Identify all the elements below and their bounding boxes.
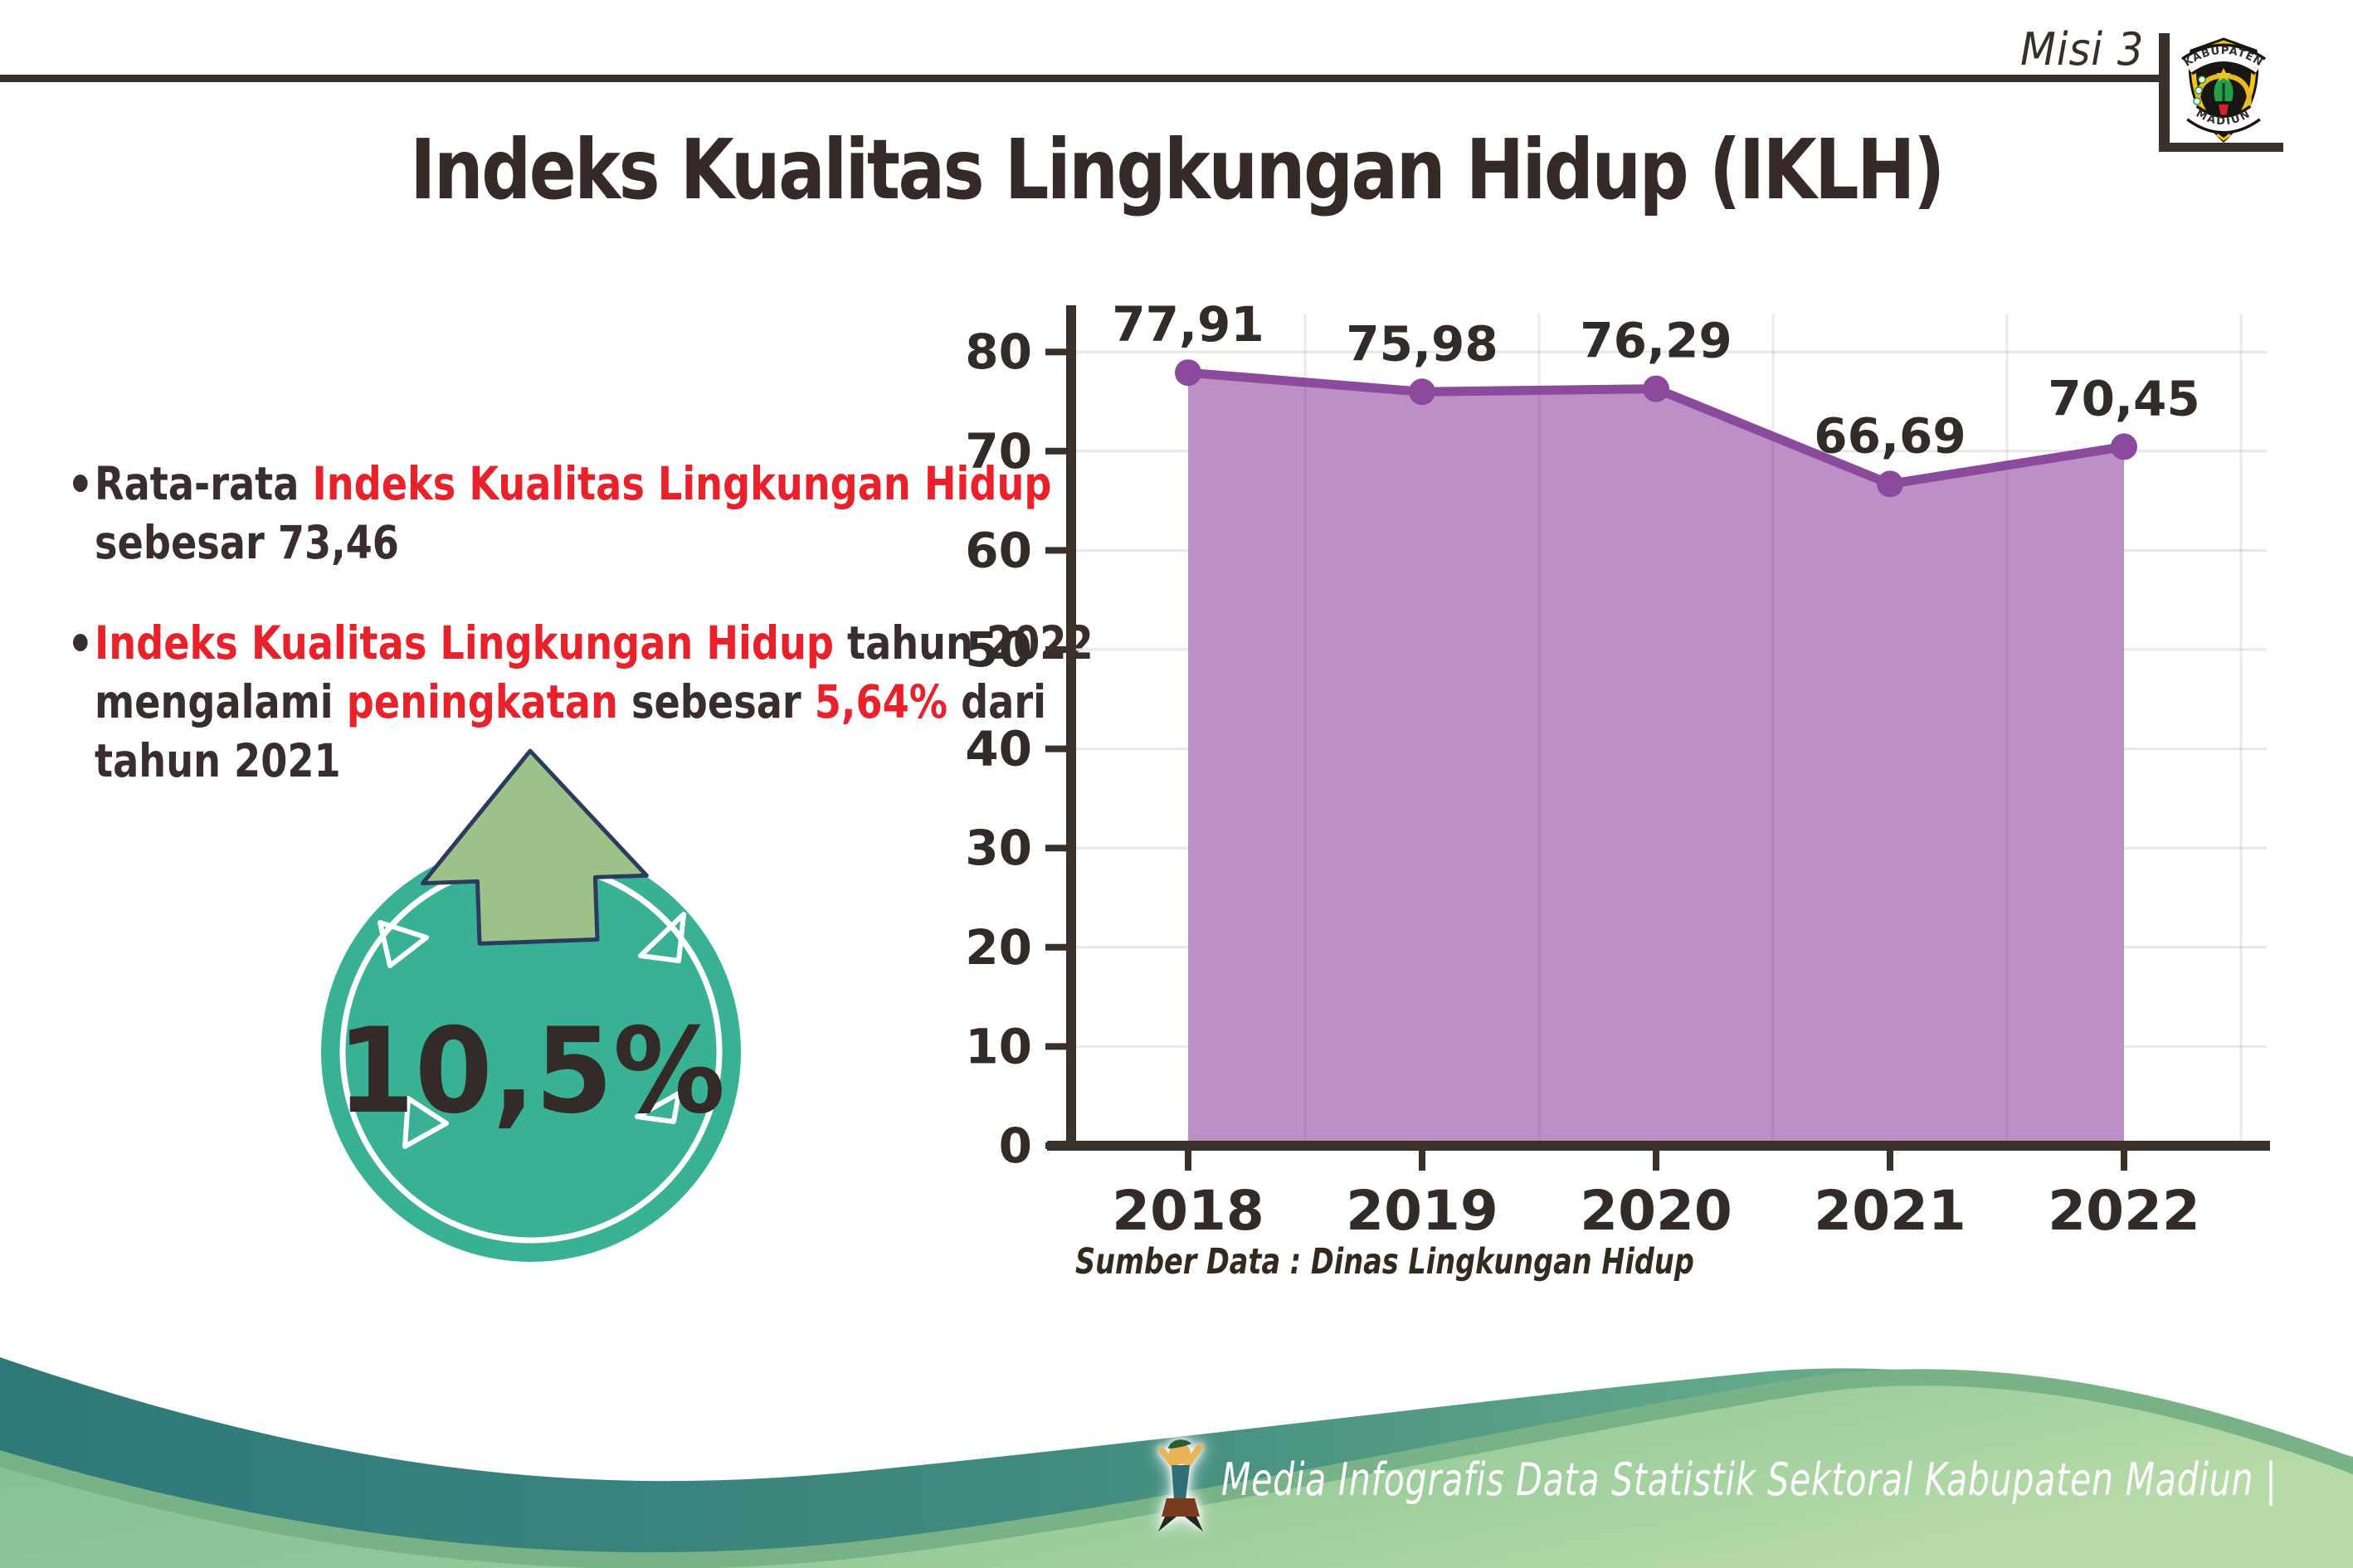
sparkle-triangle-icon	[378, 920, 429, 968]
sparkle-triangle-icon	[635, 1091, 681, 1124]
mascot-head	[1169, 1443, 1191, 1464]
badge-value: 10,5%	[337, 1002, 725, 1140]
mascot-leg	[1158, 1517, 1176, 1531]
data-label: 76,29	[1580, 313, 1732, 369]
y-tick-label: 20	[965, 919, 1032, 976]
source-note: Sumber Data : Dinas Lingkungan Hidup	[1075, 1241, 1694, 1283]
page-title: Indeks Kualitas Lingkungan Hidup (IKLH)	[410, 121, 1945, 218]
bullet2-red-text: 5,64%	[814, 675, 948, 728]
logo-top-ribbon	[2182, 46, 2265, 73]
logo-cotton-icon	[2193, 97, 2201, 105]
light-green-wave	[0, 1385, 2353, 1568]
y-tick-label: 80	[965, 324, 1032, 380]
logo-emblem	[2219, 105, 2229, 117]
header-rule	[0, 75, 2167, 82]
data-point	[1175, 359, 1201, 387]
data-point	[1643, 375, 1669, 402]
badge-circle	[321, 842, 741, 1262]
logo-cotton-icon	[2198, 75, 2206, 84]
up-arrow-icon	[420, 748, 649, 946]
x-tick-label: 2019	[1346, 1179, 1498, 1243]
logo-bottom-ribbon	[2188, 107, 2259, 131]
growth-badge: 10,5%	[321, 748, 741, 1262]
misi-label: Misi 3	[2019, 23, 2144, 75]
logo-star-icon	[2216, 68, 2231, 81]
data-point	[1877, 470, 1903, 498]
mascot-leg	[1185, 1517, 1203, 1531]
mascot-skirt	[1162, 1498, 1200, 1517]
footer-credit: Media Infografis Data Statistik Sektoral…	[1221, 1454, 2277, 1506]
bullet-peningkatan: Indeks Kualitas Lingkungan Hidup tahun 2…	[73, 614, 1094, 791]
logo-frame-horizontal	[2159, 143, 2283, 152]
data-label: 77,91	[1112, 296, 1264, 353]
y-tick-label: 40	[965, 721, 1032, 777]
data-label: 66,69	[1814, 407, 1966, 464]
bullet1-line2: sebesar 73,46	[95, 516, 399, 569]
bullet2-line1: Indeks Kualitas Lingkungan Hidup tahun 2…	[73, 614, 1094, 673]
bullet1-red-text: Indeks Kualitas Lingkungan Hidup	[312, 457, 1052, 510]
sparkle-triangle-icon	[402, 1096, 449, 1149]
bullet2-red-text: peningkatan	[346, 675, 618, 728]
mascot-icon	[1158, 1439, 1203, 1531]
bullet2-text: tahun 2022	[833, 616, 1094, 670]
y-tick-label: 0	[999, 1118, 1032, 1174]
logo-cotton-icon	[2195, 86, 2203, 95]
bullet1-line1: Rata-rata Indeks Kualitas Lingkungan Hid…	[73, 455, 1051, 514]
bullet-dot-icon	[73, 634, 88, 652]
bullet2-text: dari	[948, 675, 1046, 728]
area-fill	[1188, 373, 2124, 1146]
data-point	[1409, 378, 1435, 406]
y-tick-label: 60	[965, 522, 1032, 578]
bullet2-red-text: Indeks Kualitas Lingkungan Hidup	[95, 616, 834, 670]
sparkle-triangle-icon	[638, 912, 686, 963]
x-tick-label: 2020	[1580, 1179, 1732, 1243]
kabupaten-madiun-logo-icon: KABUPATEN MADIUN	[2180, 37, 2267, 144]
logo-tail-chevron	[2216, 133, 2231, 141]
logo-frame-vertical	[2159, 33, 2170, 151]
y-tick-label: 70	[965, 423, 1032, 480]
bullet2-line2: mengalami peningkatan sebesar 5,64% dari	[73, 673, 1094, 732]
mascot-arm	[1181, 1444, 1203, 1472]
x-tick-label: 2018	[1112, 1179, 1264, 1243]
y-tick-label: 30	[965, 820, 1032, 876]
bullet2-line3: tahun 2021	[95, 734, 341, 787]
mascot-leaf-hat	[1168, 1439, 1191, 1449]
mascot-torso	[1172, 1465, 1190, 1500]
bullet1-text: Rata-rata	[95, 457, 313, 510]
data-label: 75,98	[1346, 315, 1498, 372]
bullet-dot-icon	[73, 475, 88, 493]
x-tick-label: 2022	[2048, 1179, 2200, 1243]
y-tick-label: 50	[965, 621, 1032, 678]
data-point	[2111, 433, 2137, 460]
logo-right-wing	[2226, 74, 2252, 109]
chart-content: 77,91 75,98 76,29 66,69 70,45 0 10 20 30 40 50 60 70…	[965, 296, 2270, 1243]
bullet2-text: sebesar	[617, 675, 815, 728]
data-label: 70,45	[2048, 370, 2200, 426]
bullet-rata-rata: Rata-rata Indeks Kualitas Lingkungan Hid…	[73, 455, 1051, 572]
bullet2-text: mengalami	[95, 675, 347, 728]
x-tick-label: 2021	[1814, 1179, 1966, 1243]
y-tick-label: 10	[965, 1018, 1032, 1074]
